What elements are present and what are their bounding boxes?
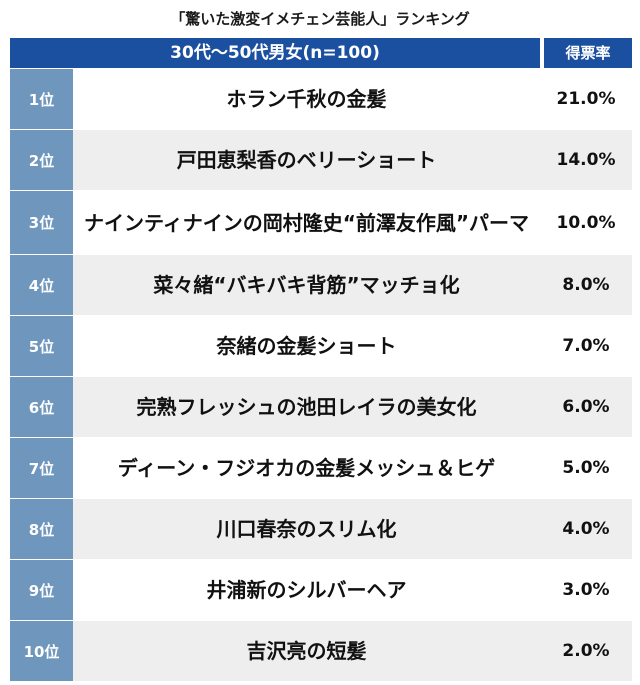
entry-name: ナインティナインの岡村隆史“前澤友作風”パーマ (73, 191, 540, 254)
rank-label: 3位 (10, 191, 73, 254)
vote-percent: 5.0% (540, 438, 632, 498)
vote-percent: 2.0% (540, 621, 632, 681)
table-row: 5位 奈緒の金髪ショート 7.0% (10, 316, 632, 376)
vote-percent: 14.0% (540, 130, 632, 190)
rank-label: 5位 (10, 316, 73, 376)
vote-percent: 3.0% (540, 560, 632, 620)
header-divider (540, 38, 544, 68)
entry-name: 井浦新のシルバーヘア (73, 560, 540, 620)
entry-name: 川口春奈のスリム化 (73, 499, 540, 559)
table-row: 6位 完熟フレッシュの池田レイラの美女化 6.0% (10, 377, 632, 437)
table-row: 9位 井浦新のシルバーヘア 3.0% (10, 560, 632, 620)
ranking-table: 30代〜50代男女(n=100) 得票率 1位 ホラン千秋の金髪 21.0% 2… (10, 38, 632, 681)
rank-label: 4位 (10, 255, 73, 315)
vote-percent: 7.0% (540, 316, 632, 376)
table-row: 8位 川口春奈のスリム化 4.0% (10, 499, 632, 559)
entry-name: 完熟フレッシュの池田レイラの美女化 (73, 377, 540, 437)
page-title: 「驚いた激変イメチェン芸能人」ランキング (170, 10, 470, 28)
table-header: 30代〜50代男女(n=100) 得票率 (10, 38, 632, 68)
rank-label: 8位 (10, 499, 73, 559)
rank-label: 1位 (10, 69, 73, 129)
vote-percent: 8.0% (540, 255, 632, 315)
vote-percent: 6.0% (540, 377, 632, 437)
vote-percent: 21.0% (540, 69, 632, 129)
vote-percent: 10.0% (540, 191, 632, 254)
rank-label: 10位 (10, 621, 73, 681)
table-row: 1位 ホラン千秋の金髪 21.0% (10, 69, 632, 129)
entry-name: ホラン千秋の金髪 (73, 69, 540, 129)
entry-name: 吉沢亮の短髪 (73, 621, 540, 681)
rank-label: 6位 (10, 377, 73, 437)
table-row: 7位 ディーン・フジオカの金髪メッシュ＆ヒゲ 5.0% (10, 438, 632, 498)
header-vote-rate: 得票率 (544, 38, 632, 68)
header-respondents: 30代〜50代男女(n=100) (10, 38, 540, 68)
rank-label: 2位 (10, 130, 73, 190)
table-row: 3位 ナインティナインの岡村隆史“前澤友作風”パーマ 10.0% (10, 191, 632, 254)
rank-label: 7位 (10, 438, 73, 498)
entry-name: 戸田恵梨香のベリーショート (73, 130, 540, 190)
vote-percent: 4.0% (540, 499, 632, 559)
entry-name: 奈緒の金髪ショート (73, 316, 540, 376)
entry-name: ディーン・フジオカの金髪メッシュ＆ヒゲ (73, 438, 540, 498)
entry-name: 菜々緒“バキバキ背筋”マッチョ化 (73, 255, 540, 315)
table-row: 4位 菜々緒“バキバキ背筋”マッチョ化 8.0% (10, 255, 632, 315)
table-row: 10位 吉沢亮の短髪 2.0% (10, 621, 632, 681)
rank-label: 9位 (10, 560, 73, 620)
table-row: 2位 戸田恵梨香のベリーショート 14.0% (10, 130, 632, 190)
